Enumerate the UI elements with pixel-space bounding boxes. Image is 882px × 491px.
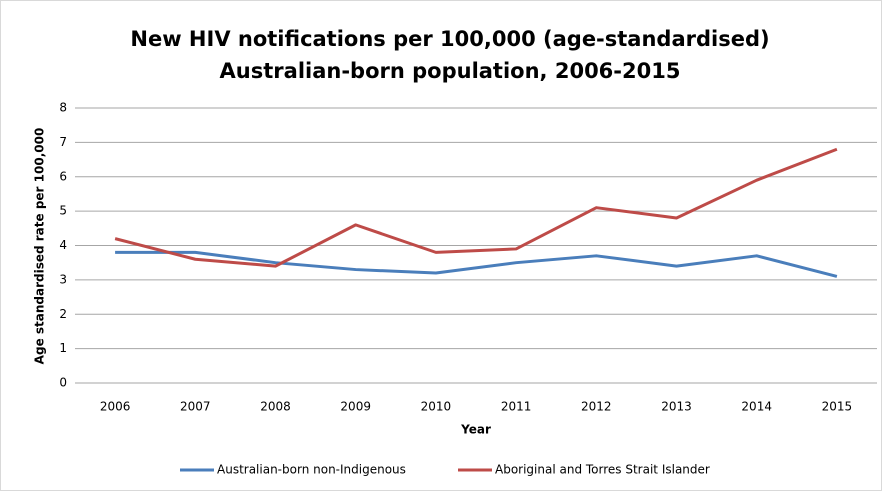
x-axis-title: Year	[460, 423, 491, 437]
x-tick-label: 2014	[741, 400, 772, 414]
y-tick-label: 2	[59, 307, 67, 321]
x-tick-label: 2007	[180, 400, 211, 414]
x-tick-label: 2011	[501, 400, 532, 414]
y-tick-label: 3	[59, 272, 67, 286]
chart-title: New HIV notifications per 100,000 (age-s…	[130, 27, 769, 51]
chart-subtitle: Australian-born population, 2006-2015	[220, 59, 681, 83]
y-tick-label: 8	[59, 101, 67, 115]
legend-label: Australian-born non-Indigenous	[217, 463, 406, 477]
x-tick-label: 2009	[340, 400, 371, 414]
x-tick-label: 2012	[581, 400, 612, 414]
legend-label: Aboriginal and Torres Strait Islander	[495, 463, 710, 477]
y-tick-label: 4	[59, 238, 67, 252]
y-tick-label: 1	[59, 341, 67, 355]
y-tick-label: 6	[59, 169, 67, 183]
data-line	[114, 147, 838, 268]
x-tick-label: 2015	[822, 400, 853, 414]
y-axis-title: Age standardised rate per 100,000	[33, 128, 47, 365]
x-tick-label: 2010	[421, 400, 452, 414]
data-line	[115, 250, 838, 278]
x-tick-label: 2013	[661, 400, 692, 414]
x-tick-label: 2006	[100, 400, 131, 414]
y-tick-label: 5	[59, 204, 67, 218]
y-tick-label: 7	[59, 135, 67, 149]
x-tick-label: 2008	[260, 400, 291, 414]
y-tick-label: 0	[59, 376, 67, 390]
